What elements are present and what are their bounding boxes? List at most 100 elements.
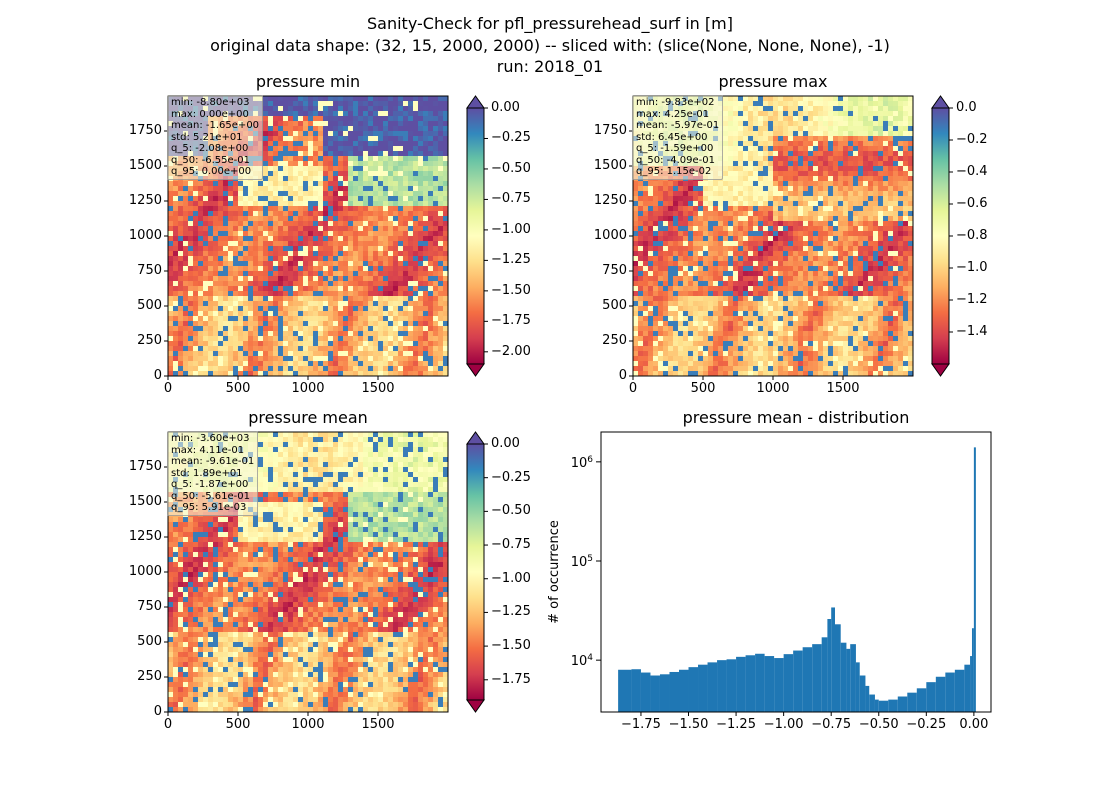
heatmap-cell	[298, 221, 304, 227]
heatmap-cell	[688, 211, 694, 217]
heatmap-cell	[818, 216, 824, 222]
heatmap-cell	[283, 221, 289, 227]
heatmap-cell	[278, 261, 284, 267]
heatmap-cell	[303, 331, 309, 337]
heatmap-cell	[888, 166, 894, 172]
heatmap-cell	[413, 366, 419, 372]
heatmap-cell	[218, 231, 224, 237]
heatmap-cell	[408, 126, 414, 132]
heatmap-cell	[223, 331, 229, 337]
heatmap-cell	[383, 241, 389, 247]
heatmap-cell	[443, 291, 449, 297]
heatmap-cell	[293, 271, 299, 277]
heatmap-cell	[183, 201, 189, 207]
heatmap-cell	[653, 196, 659, 202]
heatmap-cell	[893, 201, 899, 207]
heatmap-cell	[268, 181, 274, 187]
heatmap-cell	[328, 346, 334, 352]
heatmap-cell	[428, 356, 434, 362]
heatmap-cell	[413, 141, 419, 147]
heatmap-cell	[653, 186, 659, 192]
panel-title-pressure-mean: pressure mean	[248, 408, 368, 427]
heatmap-cell	[703, 181, 709, 187]
heatmap-cell	[308, 176, 314, 182]
heatmap-cell	[188, 351, 194, 357]
heatmap-cell	[388, 261, 394, 267]
heatmap-cell	[308, 281, 314, 287]
heatmap-cell	[723, 251, 729, 257]
heatmap-cell	[238, 191, 244, 197]
heatmap-cell	[318, 326, 324, 332]
heatmap-cell	[253, 186, 259, 192]
heatmap-cell	[713, 231, 719, 237]
heatmap-cell	[363, 176, 369, 182]
heatmap-cell	[208, 286, 214, 292]
heatmap-cell	[383, 246, 389, 252]
heatmap-cell	[373, 186, 379, 192]
heatmap-cell	[363, 266, 369, 272]
heatmap-cell	[778, 101, 784, 107]
heatmap-cell	[758, 226, 764, 232]
heatmap-cell	[228, 326, 234, 332]
heatmap-cell	[378, 356, 384, 362]
heatmap-cell	[413, 211, 419, 217]
heatmap-cell	[373, 151, 379, 157]
heatmap-cell	[288, 351, 294, 357]
heatmap-cell	[388, 266, 394, 272]
heatmap-cell	[813, 241, 819, 247]
heatmap-cell	[318, 221, 324, 227]
heatmap-cell	[868, 251, 874, 257]
heatmap-cell	[383, 196, 389, 202]
heatmap-cell	[353, 131, 359, 137]
heatmap-cell	[268, 146, 274, 152]
heatmap-cell	[793, 116, 799, 122]
heatmap-cell	[303, 371, 309, 377]
heatmap-cell	[783, 236, 789, 242]
heatmap-cell	[443, 306, 449, 312]
heatmap-cell	[658, 216, 664, 222]
heatmap-cell	[288, 271, 294, 277]
heatmap-cell	[258, 256, 264, 262]
heatmap-cell	[363, 251, 369, 257]
heatmap-cell	[378, 296, 384, 302]
heatmap-cell	[878, 256, 884, 262]
heatmap-cell	[388, 196, 394, 202]
heatmap-cell	[348, 341, 354, 347]
heatmap-cell	[363, 336, 369, 342]
heatmap-cell	[258, 356, 264, 362]
heatmap-cell	[648, 191, 654, 197]
heatmap-cell	[408, 166, 414, 172]
heatmap-cell	[203, 326, 209, 332]
heatmap-cell	[723, 176, 729, 182]
heatmap-cell	[333, 136, 339, 142]
heatmap-cell	[283, 136, 289, 142]
heatmap-cell	[438, 196, 444, 202]
heatmap-cell	[813, 141, 819, 147]
heatmap-cell	[653, 191, 659, 197]
heatmap-cell	[273, 171, 279, 177]
heatmap-cell	[833, 126, 839, 132]
heatmap-cell	[318, 106, 324, 112]
heatmap-cell	[868, 146, 874, 152]
heatmap-cell	[233, 296, 239, 302]
heatmap-cell	[683, 241, 689, 247]
heatmap-cell	[828, 206, 834, 212]
heatmap-cell	[853, 216, 859, 222]
heatmap-cell	[278, 166, 284, 172]
heatmap-cell	[268, 246, 274, 252]
heatmap-cell	[768, 166, 774, 172]
heatmap-cell	[873, 131, 879, 137]
heatmap-cell	[198, 226, 204, 232]
heatmap-cell	[298, 241, 304, 247]
heatmap-cell	[753, 211, 759, 217]
heatmap-cell	[268, 276, 274, 282]
heatmap-cell	[808, 171, 814, 177]
heatmap-cell	[388, 156, 394, 162]
heatmap-cell	[183, 326, 189, 332]
heatmap-cell	[383, 346, 389, 352]
heatmap-cell	[703, 226, 709, 232]
heatmap-cell	[208, 181, 214, 187]
heatmap-cell	[193, 366, 199, 372]
heatmap-cell	[248, 271, 254, 277]
heatmap-cell	[383, 261, 389, 267]
